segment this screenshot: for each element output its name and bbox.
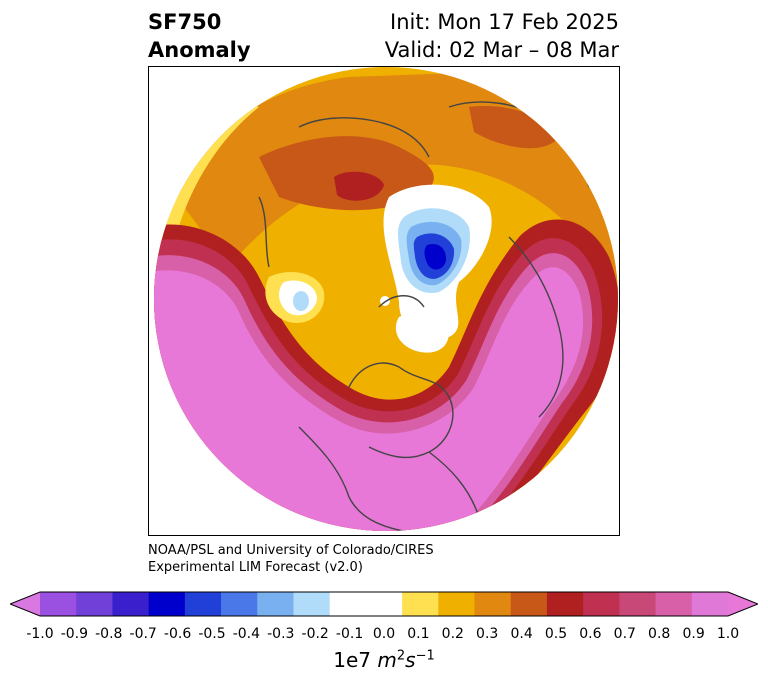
colorbar-tick-label: 0.8 [648,626,671,642]
colorbar-cell [40,592,77,616]
anomaly-band-neg0.6 [424,243,447,270]
colorbar-cell [619,592,657,616]
colorbar-units: 1e7 m2s−1 [0,648,768,672]
title-kind: Anomaly [148,38,251,62]
colorbar-cell [257,592,294,616]
colorbar-cell [184,592,222,616]
anomaly-band-neg0.2-pocket [293,291,309,311]
colorbar-tick-label: 0.1 [407,626,430,642]
colorbar-tick-label: 1.0 [716,626,740,642]
credit-text: NOAA/PSL and University of Colorado/CIRE… [148,542,434,576]
credit-line1: NOAA/PSL and University of Colorado/CIRE… [148,543,434,558]
colorbar-tick-label: -0.5 [198,626,226,642]
anomaly-band-0.9 [154,267,584,531]
colorbar-tick-label: 0.2 [441,626,464,642]
colorbar-cell [365,592,403,616]
colorbar-outline [10,591,758,617]
title-variable: SF750 [148,10,222,34]
valid-range: Valid: 02 Mar – 08 Mar [384,38,619,62]
colorbar-tick-label: 0.7 [613,626,636,642]
colorbar [10,591,758,617]
colorbar-tick-label: -0.6 [163,626,192,642]
colorbar-tick-label: 0.6 [579,626,602,642]
colorbar-tick-label: 0.5 [544,626,568,642]
colorbar-tick-label: -0.9 [60,626,89,642]
anomaly-field [154,67,618,531]
anomaly-map [154,67,618,531]
colorbar-cell [510,592,548,616]
colorbar-cell [148,592,186,616]
colorbar-under-arrow [10,592,40,616]
anomaly-band-neutral-greenland [395,312,449,353]
colorbar-cell [112,592,150,616]
map-panel [148,66,620,536]
anomaly-band-0.5-canada [334,171,384,201]
units-m: m [377,648,397,672]
init-date: Init: Mon 17 Feb 2025 [390,10,619,34]
colorbar-tick-label: -1.0 [26,626,54,642]
colorbar-cell [293,592,331,616]
colorbar-tick-label: -0.1 [335,626,364,642]
anomaly-band-0.1-west [154,103,259,531]
colorbar-cell [691,592,729,616]
colorbar-cell [438,592,476,616]
colorbar-tick-label: 0.0 [372,626,396,642]
units-s: s [405,648,416,672]
colorbar-cell [655,592,693,616]
colorbar-cell [583,592,620,616]
colorbar-tick-label: -0.2 [301,626,329,642]
colorbar-cell [221,592,258,616]
colorbar-tick-label: -0.4 [232,626,261,642]
colorbar-over-arrow [728,592,758,616]
colorbar-tick-label: -0.8 [95,626,123,642]
credit-line2: Experimental LIM Forecast (v2.0) [148,560,363,575]
date-info: Init: Mon 17 Feb 2025 Valid: 02 Mar – 08… [385,8,619,64]
colorbar-cell [76,592,113,616]
units-exp1: 2 [396,648,406,664]
units-prefix: 1e7 [333,648,378,672]
colorbar-tick-label: 0.3 [476,626,499,642]
colorbar-cell [402,592,439,616]
units-exp2: −1 [415,648,435,664]
colorbar-cell [474,592,512,616]
colorbar-cell [329,592,367,616]
chart-title: SF750 Anomaly [148,8,251,64]
colorbar-cell [546,592,584,616]
colorbar-tick-label: 0.9 [682,626,705,642]
colorbar-tick-label: -0.3 [267,626,295,642]
colorbar-tick-label: -0.7 [129,626,157,642]
anomaly-band-0.4-eurasia [469,106,559,149]
colorbar-tick-label: 0.4 [510,626,533,642]
